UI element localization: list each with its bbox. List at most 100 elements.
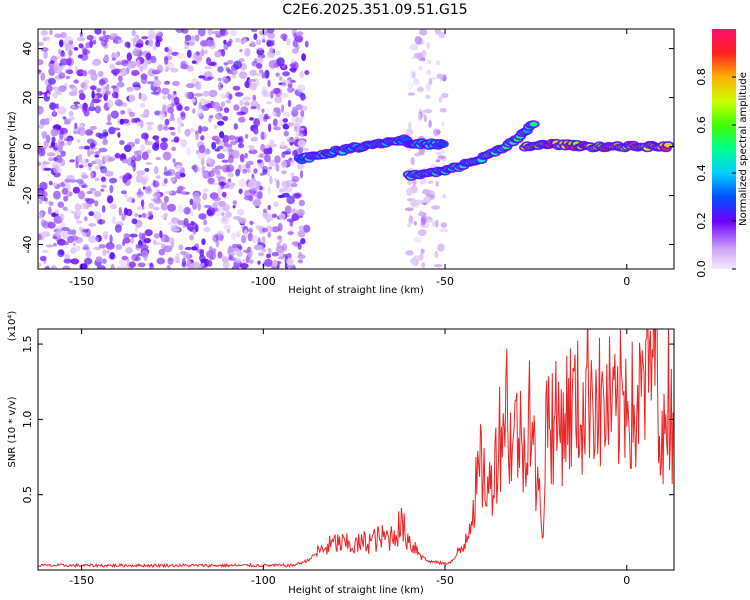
heatmap-noise-blob bbox=[175, 253, 180, 261]
heatmap-noise-blob bbox=[266, 29, 275, 34]
heatmap-x-label: Height of straight line (km) bbox=[288, 285, 424, 296]
heatmap-noise-blob bbox=[222, 261, 230, 269]
heatmap-noise-blob bbox=[139, 93, 147, 102]
heatmap-noise-blob bbox=[405, 250, 414, 256]
heatmap-noise-blob bbox=[215, 239, 220, 248]
heatmap-noise-blob bbox=[172, 256, 181, 262]
heatmap-noise-blob bbox=[198, 213, 207, 220]
heatmap-noise-blob bbox=[52, 147, 58, 151]
heatmap-noise-blob bbox=[91, 98, 100, 104]
heatmap-noise-blob bbox=[297, 36, 303, 43]
heatmap-noise-blob bbox=[69, 235, 79, 242]
heatmap-noise-blob bbox=[256, 62, 263, 69]
heatmap-noise-blob bbox=[247, 180, 257, 189]
heatmap-noise-blob bbox=[94, 158, 102, 165]
heatmap-noise-blob bbox=[145, 52, 152, 61]
snr-series-line bbox=[38, 329, 674, 569]
heatmap-noise-blob bbox=[179, 172, 186, 178]
heatmap-noise-blob bbox=[279, 188, 286, 193]
heatmap-noise-blob bbox=[75, 220, 83, 224]
heatmap-noise-blob bbox=[98, 147, 108, 153]
heatmap-noise-blob bbox=[253, 118, 260, 128]
heatmap-noise-blob bbox=[170, 131, 176, 136]
heatmap-noise-blob bbox=[304, 40, 309, 48]
heatmap-noise-blob bbox=[434, 250, 439, 259]
heatmap-noise-blob bbox=[203, 226, 211, 233]
heatmap-y-tick-label: -20 bbox=[21, 187, 34, 205]
heatmap-noise-blob bbox=[222, 134, 230, 144]
heatmap-noise-blob bbox=[279, 251, 286, 259]
heatmap-noise-blob bbox=[197, 107, 204, 117]
heatmap-noise-blob bbox=[435, 60, 441, 66]
heatmap-noise-blob bbox=[147, 262, 150, 266]
heatmap-noise-blob bbox=[139, 65, 144, 72]
heatmap-noise-blob bbox=[56, 183, 66, 188]
heatmap-noise-blob bbox=[208, 89, 218, 98]
heatmap-noise-blob bbox=[146, 185, 152, 192]
snr-y-tick-label: 0.5 bbox=[21, 486, 34, 504]
heatmap-noise-blob bbox=[265, 225, 274, 234]
heatmap-noise-blob bbox=[408, 122, 412, 130]
heatmap-noise-blob bbox=[155, 138, 160, 148]
heatmap-noise-blob bbox=[237, 111, 247, 115]
heatmap-noise-blob bbox=[198, 125, 203, 134]
heatmap-noise-blob bbox=[77, 139, 81, 143]
heatmap-noise-blob bbox=[262, 208, 267, 213]
heatmap-noise-blob bbox=[255, 39, 262, 46]
heatmap-noise-blob bbox=[413, 221, 418, 226]
heatmap-noise-blob bbox=[43, 140, 49, 149]
heatmap-noise-blob bbox=[55, 103, 59, 110]
heatmap-noise-blob bbox=[221, 159, 229, 163]
heatmap-noise-blob bbox=[248, 228, 253, 233]
heatmap-noise-blob bbox=[159, 230, 163, 238]
heatmap-noise-blob bbox=[192, 196, 201, 205]
heatmap-noise-blob bbox=[251, 136, 258, 142]
heatmap-noise-blob bbox=[299, 116, 306, 120]
heatmap-noise-blob bbox=[223, 62, 228, 66]
heatmap-noise-blob bbox=[228, 93, 233, 100]
heatmap-noise-blob bbox=[45, 265, 50, 269]
heatmap-noise-blob bbox=[248, 259, 254, 264]
heatmap-noise-blob bbox=[200, 171, 205, 176]
heatmap-noise-blob bbox=[136, 59, 141, 68]
heatmap-noise-blob bbox=[222, 215, 227, 223]
heatmap-noise-blob bbox=[51, 136, 56, 143]
heatmap-noise-blob bbox=[264, 258, 273, 267]
heatmap-noise-blob bbox=[242, 249, 251, 254]
heatmap-noise-blob bbox=[164, 56, 169, 65]
heatmap-noise-blob bbox=[175, 29, 184, 33]
heatmap-noise-blob bbox=[413, 236, 423, 243]
heatmap-noise-blob bbox=[156, 31, 163, 37]
snr-y-label: SNR (10 * v/v) bbox=[7, 396, 18, 467]
heatmap-noise-blob bbox=[134, 225, 138, 234]
heatmap-noise-blob bbox=[232, 247, 240, 252]
heatmap-noise-blob bbox=[59, 213, 65, 222]
heatmap-noise-blob bbox=[38, 146, 43, 155]
heatmap-noise-blob bbox=[129, 233, 138, 238]
heatmap-noise-blob bbox=[111, 85, 117, 89]
heatmap-noise-blob bbox=[263, 148, 271, 155]
heatmap-noise-blob bbox=[297, 242, 302, 250]
heatmap-noise-blob bbox=[109, 252, 115, 260]
heatmap-noise-blob bbox=[89, 142, 96, 148]
heatmap-noise-blob bbox=[58, 249, 65, 256]
heatmap-noise-blob bbox=[184, 128, 191, 137]
heatmap-noise-blob bbox=[273, 201, 279, 207]
heatmap-noise-blob bbox=[239, 99, 244, 106]
heatmap-noise-blob bbox=[206, 57, 212, 66]
heatmap-noise-blob bbox=[272, 87, 281, 95]
snr-x-tick-label: 0 bbox=[623, 574, 630, 587]
heatmap-noise-blob bbox=[433, 264, 443, 268]
heatmap-noise-blob bbox=[70, 258, 80, 265]
heatmap-noise-blob bbox=[286, 195, 296, 205]
heatmap-noise-blob bbox=[227, 172, 235, 178]
heatmap-noise-blob bbox=[287, 82, 293, 88]
heatmap-noise-blob bbox=[171, 228, 181, 232]
heatmap-noise-blob bbox=[200, 135, 205, 141]
heatmap-noise-blob bbox=[209, 115, 214, 119]
heatmap-noise-blob bbox=[145, 121, 154, 126]
heatmap-noise-blob bbox=[291, 208, 298, 215]
heatmap-noise-blob bbox=[291, 175, 300, 183]
heatmap-noise-blob bbox=[68, 110, 74, 117]
heatmap-noise-blob bbox=[220, 92, 226, 99]
